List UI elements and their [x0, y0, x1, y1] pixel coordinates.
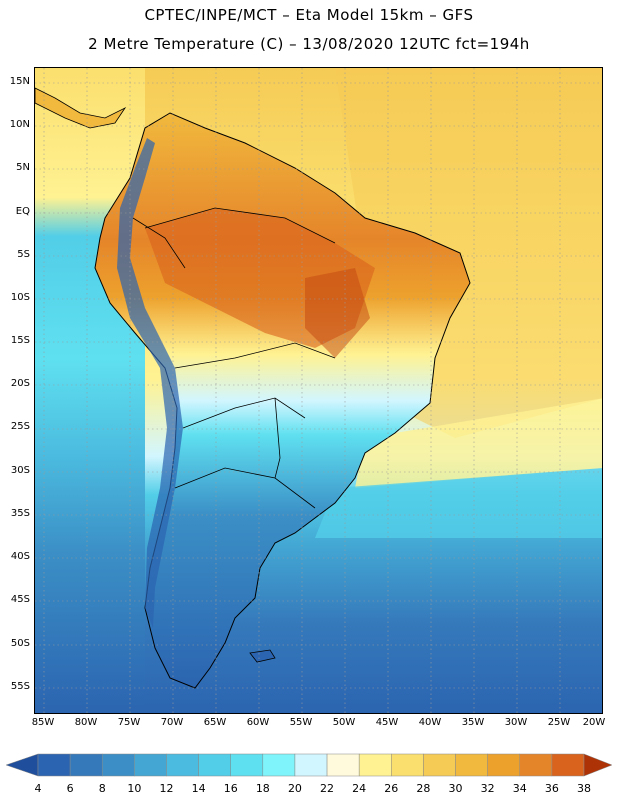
title-line-1: CPTEC/INPE/MCT – Eta Model 15km – GFS — [144, 6, 474, 24]
colorbar-tick-label: 14 — [191, 782, 206, 795]
lat-label: 25S — [10, 421, 30, 432]
map-panel — [34, 67, 603, 714]
lat-label: 30S — [10, 465, 30, 476]
lat-label: 10S — [10, 292, 30, 303]
colorbar-tick-label: 24 — [352, 782, 367, 795]
graticule — [35, 68, 602, 713]
lon-label: 30W — [504, 717, 528, 728]
colorbar-swatch — [423, 753, 456, 777]
lon-label: 55W — [289, 717, 313, 728]
central-brazil-hottest-region — [305, 268, 370, 358]
colorbar-swatch — [69, 753, 103, 777]
pacific-ocean-field — [35, 68, 145, 713]
colorbar-tick-label: 6 — [66, 782, 74, 795]
colorbar-swatch — [519, 753, 553, 777]
colorbar-tick-label: 8 — [98, 782, 106, 795]
lat-label: 10N — [9, 119, 30, 130]
lat-label: 20S — [10, 378, 30, 389]
lat-label: 5N — [16, 162, 30, 173]
colorbar-swatch — [230, 753, 264, 777]
lat-label: 5S — [17, 249, 30, 260]
lon-label: 40W — [418, 717, 442, 728]
lon-label: 50W — [332, 717, 356, 728]
colorbar-tick-label: 26 — [384, 782, 399, 795]
andes-cold-strip — [117, 138, 183, 628]
central-america-landmass — [35, 87, 127, 129]
lat-label: 15N — [9, 76, 30, 87]
colorbar-tick-label: 16 — [223, 782, 238, 795]
lat-label: 50S — [10, 638, 30, 649]
colorbar-tick-label: 28 — [416, 782, 431, 795]
colorbar-high-arrow — [583, 753, 613, 777]
lon-label: 85W — [31, 717, 55, 728]
title-line-2: 2 Metre Temperature (C) – 13/08/2020 12U… — [88, 35, 530, 53]
lat-label: EQ — [15, 206, 30, 217]
colorbar-tick-label: 12 — [159, 782, 174, 795]
colorbar-tick-label: 30 — [448, 782, 463, 795]
lon-label: 60W — [246, 717, 270, 728]
lon-label: 35W — [461, 717, 485, 728]
colorbar-swatch — [134, 753, 167, 777]
colorbar-swatch — [487, 753, 521, 777]
lat-label: 40S — [10, 551, 30, 562]
lon-label: 70W — [160, 717, 184, 728]
lon-label: 65W — [203, 717, 227, 728]
temperature-map — [35, 68, 602, 713]
colorbar-swatch — [37, 753, 71, 777]
colorbar-tick-label: 4 — [34, 782, 42, 795]
lon-label: 25W — [547, 717, 571, 728]
colorbar-swatch — [101, 753, 135, 777]
falkland-islands — [249, 649, 276, 663]
lat-label: 45S — [10, 594, 30, 605]
colorbar-low-arrow — [5, 753, 39, 777]
temperature-colorbar — [5, 753, 613, 777]
colorbar-tick-label: 20 — [287, 782, 302, 795]
lon-label: 45W — [375, 717, 399, 728]
colorbar-swatch — [294, 753, 328, 777]
colorbar-tick-label: 38 — [577, 782, 591, 795]
colorbar-swatch — [326, 753, 360, 777]
lat-label: 35S — [10, 508, 30, 519]
colorbar-tick-label: 32 — [480, 782, 495, 795]
colorbar-tick-label: 10 — [127, 782, 142, 795]
country-borders — [132, 207, 336, 509]
lat-label: 15S — [10, 335, 30, 346]
colorbar-swatch — [551, 753, 585, 777]
colorbar-swatch — [198, 753, 231, 777]
subtropical-atlantic-band — [355, 398, 602, 488]
colorbar-swatch — [391, 753, 424, 777]
colorbar-swatch — [358, 753, 392, 777]
south-atlantic-cool-band — [315, 468, 602, 538]
colorbar-swatch — [166, 753, 199, 777]
lat-label: 55S — [10, 681, 30, 692]
colorbar-tick-label: 36 — [544, 782, 559, 795]
colorbar-swatch — [262, 753, 296, 777]
colorbar-swatch — [455, 753, 488, 777]
lon-label: 20W — [582, 717, 606, 728]
colorbar-tick-label: 22 — [320, 782, 335, 795]
lon-label: 80W — [74, 717, 98, 728]
colorbar-tick-label: 34 — [512, 782, 527, 795]
colorbar-tick-label: 18 — [255, 782, 270, 795]
lon-label: 75W — [117, 717, 141, 728]
